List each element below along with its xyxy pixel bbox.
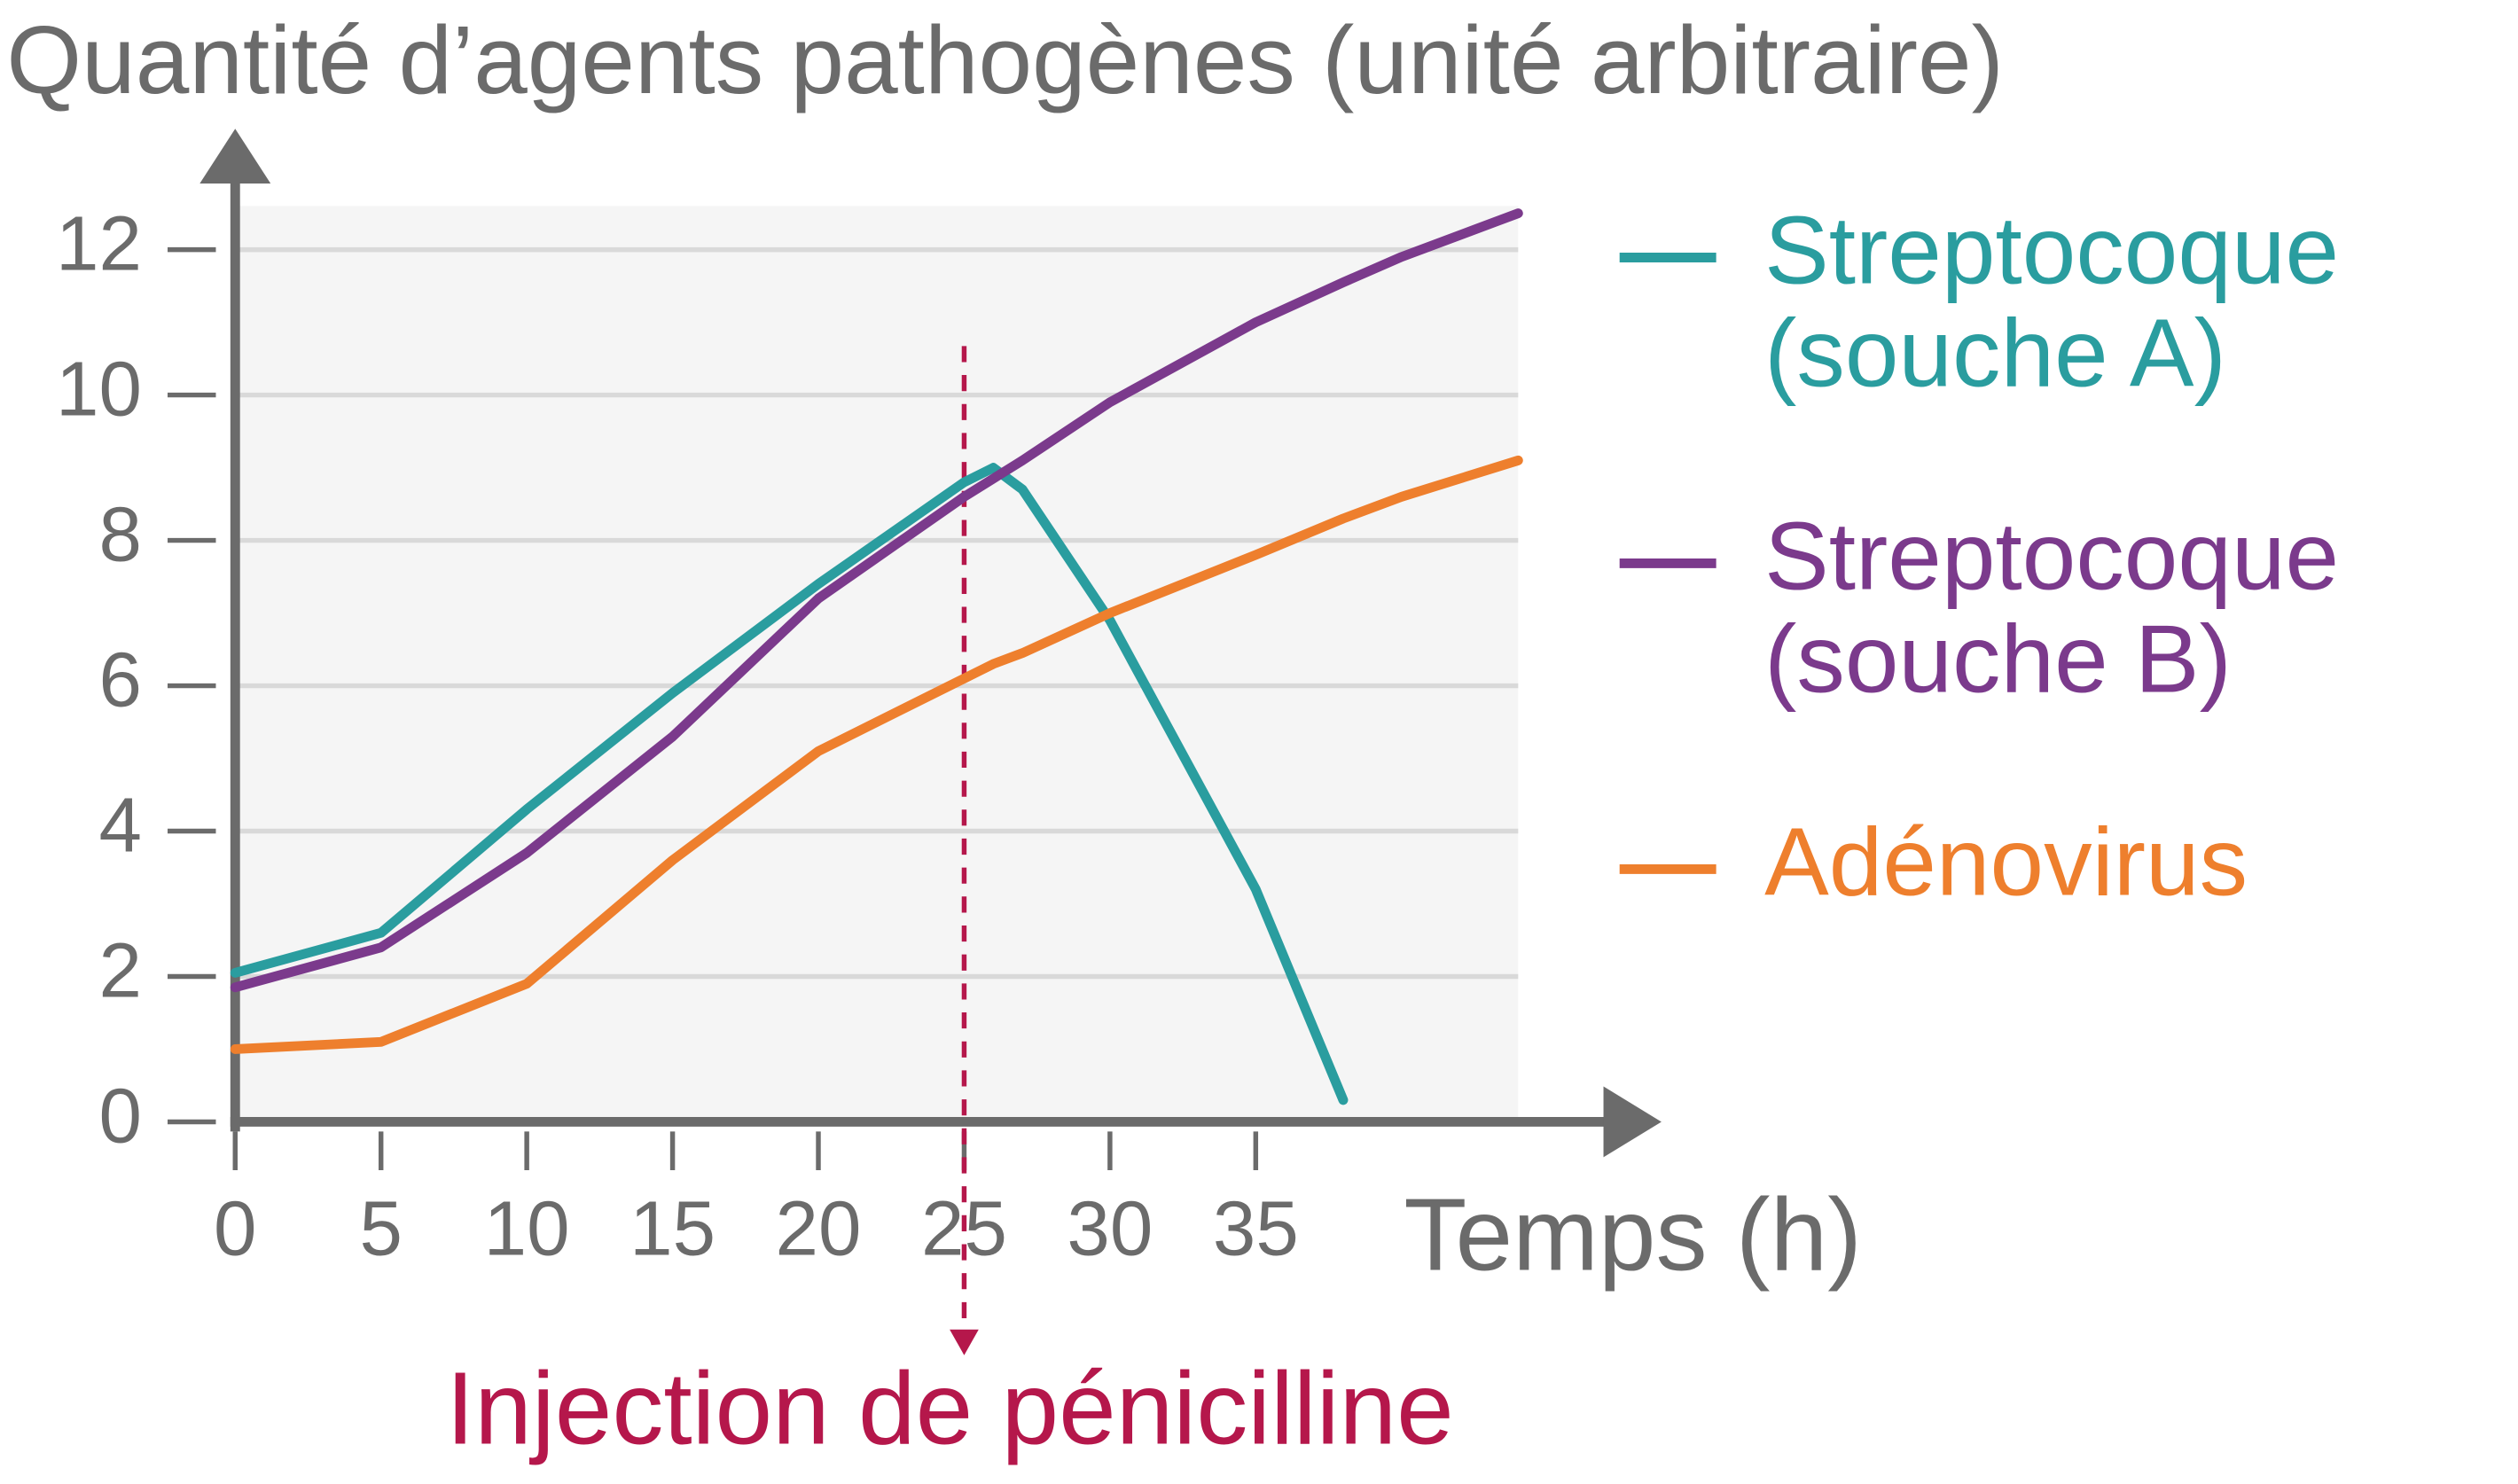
annotation-arrow (950, 1329, 979, 1355)
x-tick-label: 5 (359, 1186, 402, 1272)
legend-item: Adénovirus (1764, 811, 2248, 917)
legend-item: Streptocoque (souche B) (1764, 505, 2340, 714)
y-tick-label: 2 (98, 928, 141, 1014)
x-tick-label: 0 (214, 1186, 256, 1272)
y-tick-label: 6 (98, 637, 141, 723)
y-axis-title: Quantité d’agents pathogènes (unité arbi… (6, 6, 2003, 114)
x-tick-label: 30 (1067, 1186, 1153, 1272)
series-line (230, 455, 1523, 1054)
y-tick-label: 4 (98, 783, 141, 869)
legend-label: Streptocoque (souche A) (1764, 199, 2340, 408)
series-line (230, 208, 1523, 993)
x-axis-arrow (1603, 1086, 1662, 1158)
y-axis-arrow (199, 129, 271, 184)
x-tick-label: 10 (484, 1186, 570, 1272)
y-tick-label: 12 (56, 201, 142, 287)
plot-background (235, 206, 1519, 1122)
y-tick-label: 10 (56, 347, 142, 433)
x-tick-label: 20 (776, 1186, 862, 1272)
series-line (230, 463, 1349, 1105)
legend-label: Adénovirus (1764, 811, 2248, 917)
legend-label: Streptocoque (souche B) (1764, 505, 2340, 714)
x-tick-label: 35 (1213, 1186, 1299, 1272)
legend-item: Streptocoque (souche A) (1764, 199, 2340, 408)
x-axis-title: Temps (h) (1404, 1176, 1862, 1292)
y-tick-label: 0 (98, 1074, 141, 1160)
x-tick-label: 15 (630, 1186, 716, 1272)
y-tick-label: 8 (98, 492, 141, 578)
annotation-text: Injection de pénicilline (446, 1350, 1454, 1465)
